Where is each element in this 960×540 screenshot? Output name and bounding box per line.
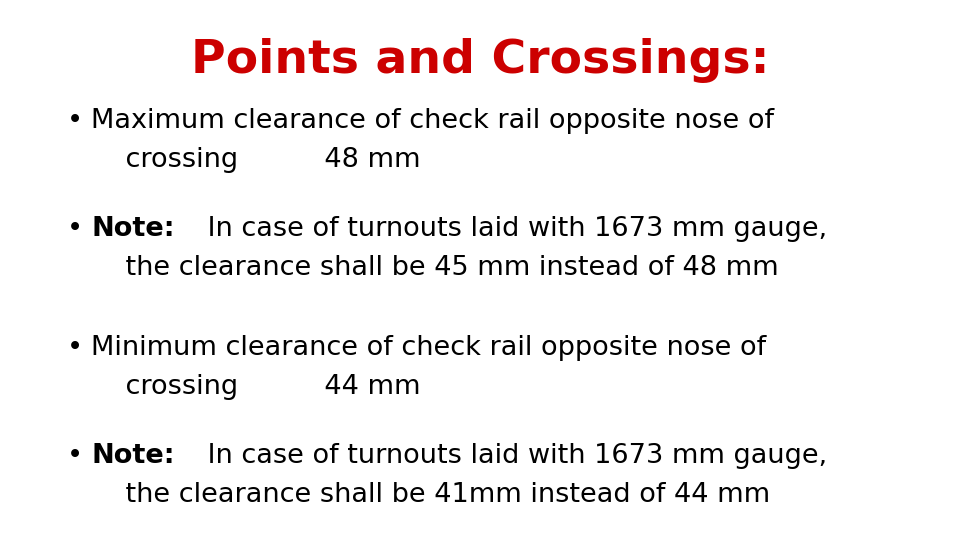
Text: •: • xyxy=(67,216,84,242)
Text: Note:: Note: xyxy=(91,443,175,469)
Text: •: • xyxy=(67,108,84,134)
Text: Points and Crossings:: Points and Crossings: xyxy=(191,38,769,83)
Text: •: • xyxy=(67,335,84,361)
Text: crossing          48 mm: crossing 48 mm xyxy=(91,147,420,173)
Text: In case of turnouts laid with 1673 mm gauge,: In case of turnouts laid with 1673 mm ga… xyxy=(199,443,828,469)
Text: Minimum clearance of check rail opposite nose of: Minimum clearance of check rail opposite… xyxy=(91,335,766,361)
Text: crossing          44 mm: crossing 44 mm xyxy=(91,374,420,400)
Text: •: • xyxy=(67,443,84,469)
Text: In case of turnouts laid with 1673 mm gauge,: In case of turnouts laid with 1673 mm ga… xyxy=(199,216,828,242)
Text: Note:: Note: xyxy=(91,216,175,242)
Text: the clearance shall be 45 mm instead of 48 mm: the clearance shall be 45 mm instead of … xyxy=(91,255,779,281)
Text: Maximum clearance of check rail opposite nose of: Maximum clearance of check rail opposite… xyxy=(91,108,774,134)
Text: the clearance shall be 41mm instead of 44 mm: the clearance shall be 41mm instead of 4… xyxy=(91,482,770,508)
